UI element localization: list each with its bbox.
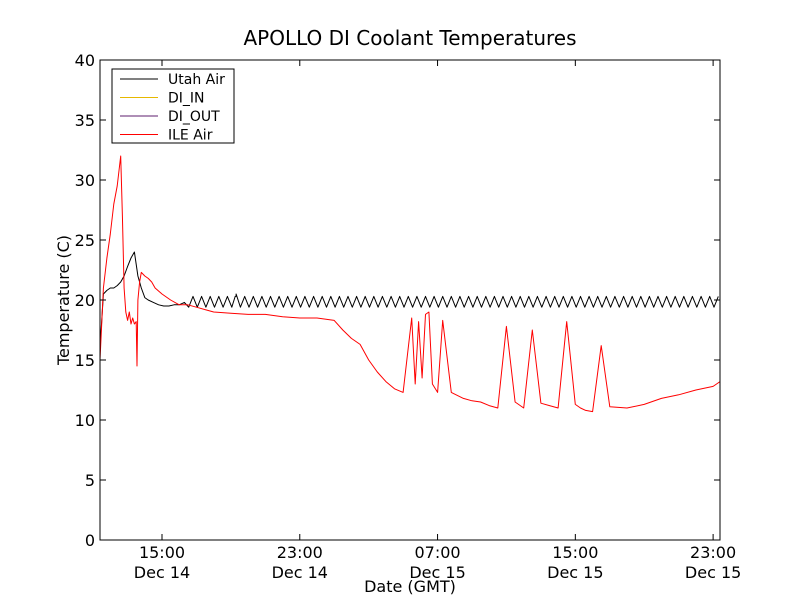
x-tick-label-time: 23:00 <box>277 543 323 562</box>
x-tick-label-time: 15:00 <box>552 543 598 562</box>
legend: Utah Air DI_IN DI_OUT ILE Air <box>111 68 235 144</box>
legend-label: Utah Air <box>168 72 225 88</box>
y-axis-label: Temperature (C) <box>54 235 73 366</box>
x-tick-label-time: 15:00 <box>139 543 185 562</box>
series-layer <box>99 155 721 413</box>
x-tick-label-time: 07:00 <box>415 543 461 562</box>
series-line-ile-air <box>99 155 721 413</box>
y-tick-label: 30 <box>75 171 95 190</box>
y-tick-label: 15 <box>75 351 95 370</box>
x-tick-label-time: 23:00 <box>690 543 736 562</box>
legend-label: DI_OUT <box>168 109 220 125</box>
x-tick-label-date: Dec 14 <box>134 563 190 582</box>
legend-label: ILE Air <box>168 128 213 144</box>
x-tick-label-date: Dec 14 <box>272 563 328 582</box>
y-tick-label: 25 <box>75 231 95 250</box>
y-tick-label: 20 <box>75 291 95 310</box>
y-tick-label: 35 <box>75 111 95 130</box>
legend-label: DI_IN <box>168 91 205 107</box>
x-tick-label-date: Dec 15 <box>685 563 741 582</box>
legend-box <box>111 68 235 144</box>
y-tick-label: 0 <box>85 531 95 550</box>
chart-title: APOLLO DI Coolant Temperatures <box>243 26 576 50</box>
x-tick-label-date: Dec 15 <box>547 563 603 582</box>
y-axis: 0 5 10 15 20 25 30 35 40 <box>75 51 720 550</box>
y-tick-label: 10 <box>75 411 95 430</box>
x-axis-label: Date (GMT) <box>364 577 456 596</box>
x-tick-label-date: Dec 15 <box>409 563 465 582</box>
series-line-utah-air <box>99 251 719 349</box>
y-tick-label: 40 <box>75 51 95 70</box>
y-tick-label: 5 <box>85 471 95 490</box>
